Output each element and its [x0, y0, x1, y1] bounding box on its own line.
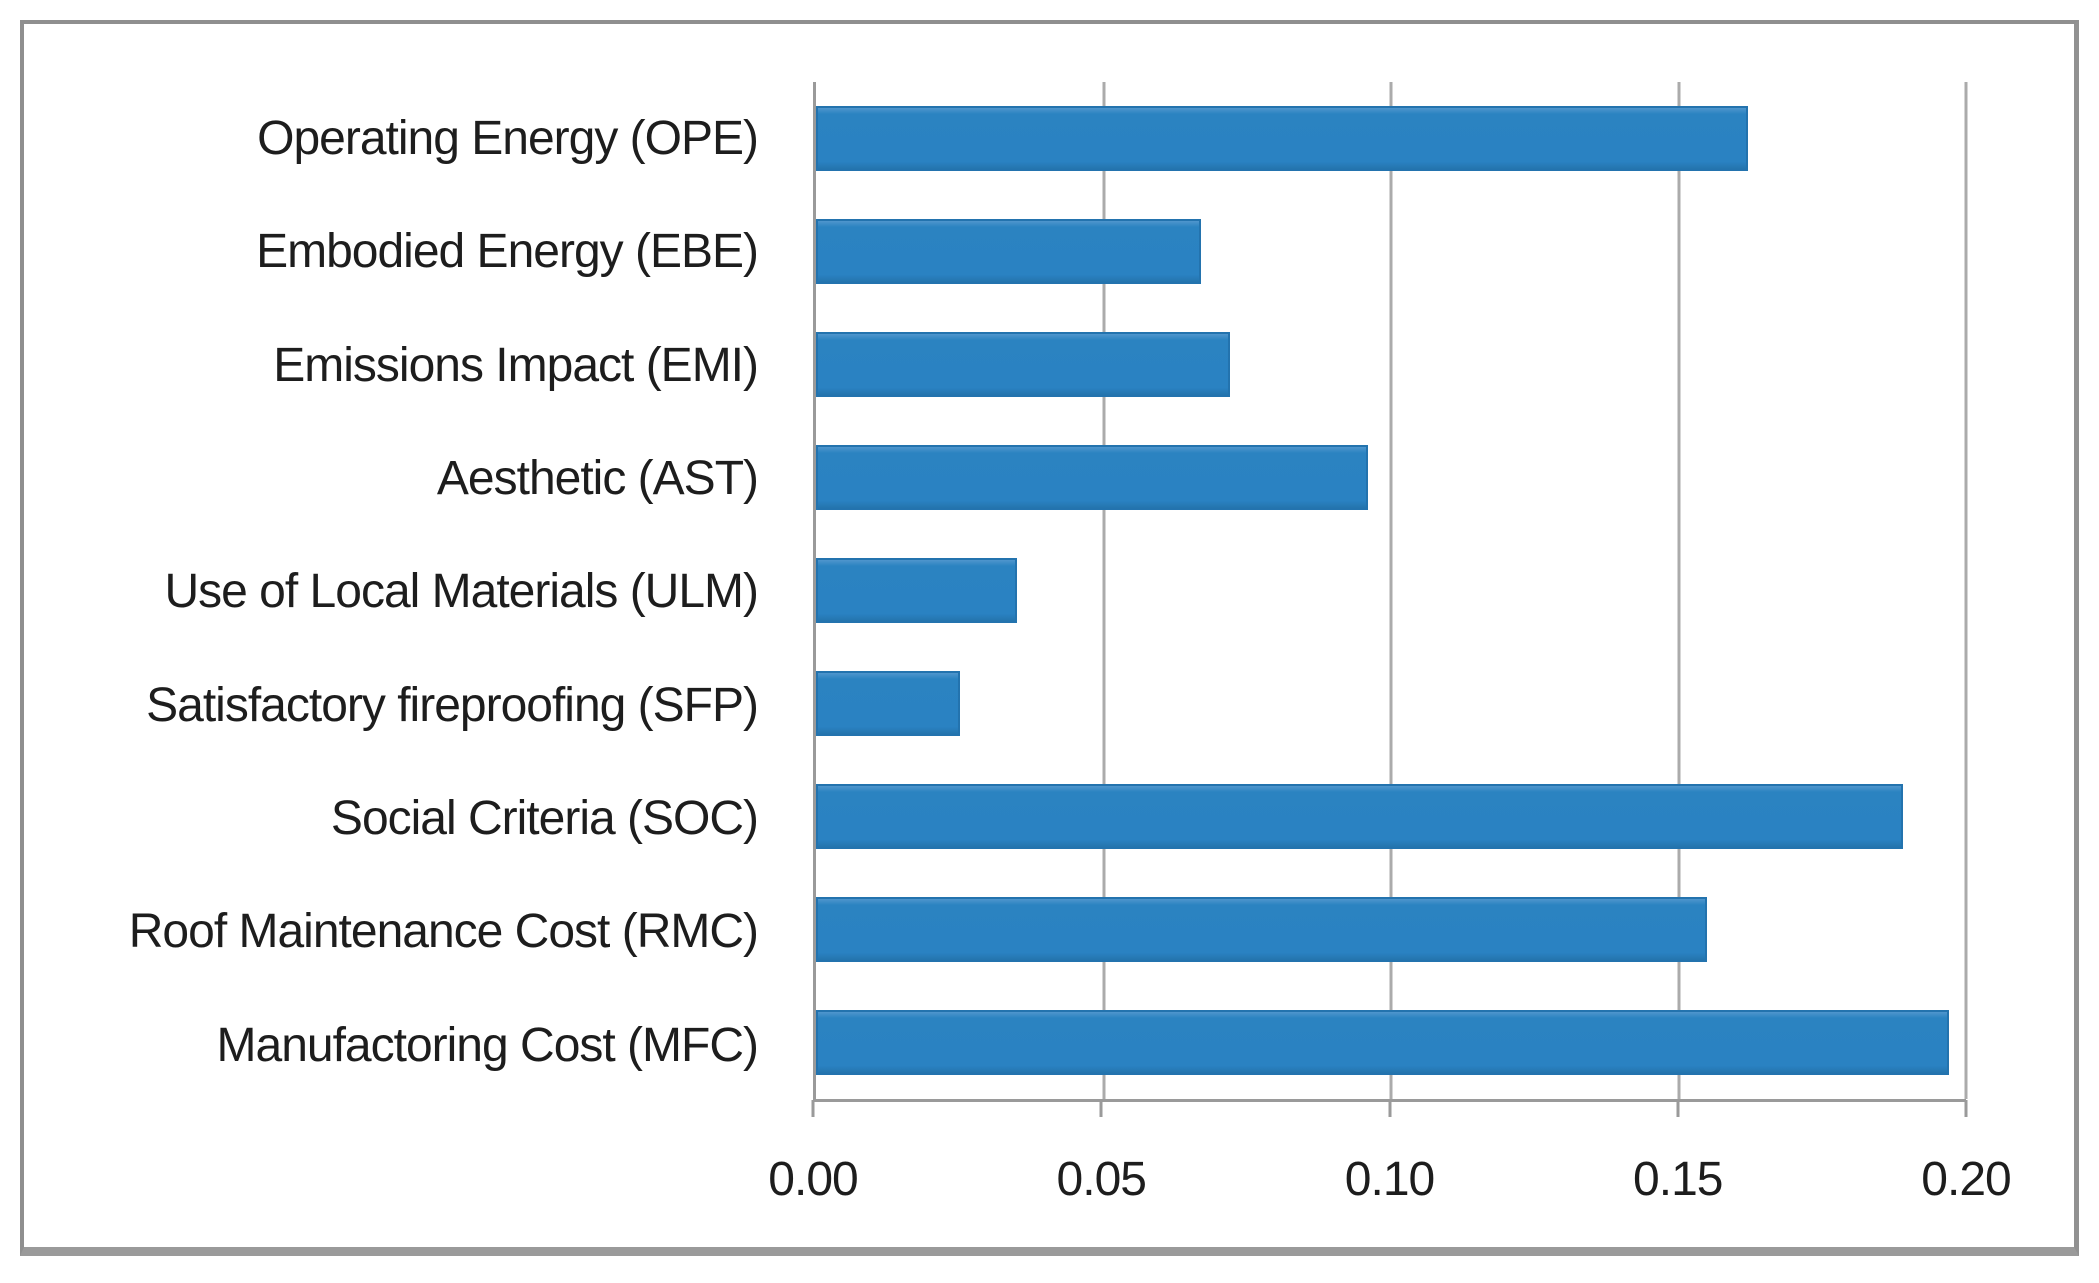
category-label: Roof Maintenance Cost (RMC): [128, 905, 759, 959]
bar-row: [816, 647, 1966, 760]
category-label: Satisfactory fireproofing (SFP): [146, 678, 759, 732]
category-label-row: Embodied Energy (EBE): [30, 195, 759, 308]
category-label-row: Manufactoring Cost (MFC): [30, 989, 759, 1102]
category-label: Manufactoring Cost (MFC): [216, 1018, 759, 1072]
category-label: Social Criteria (SOC): [330, 792, 759, 846]
category-label: Aesthetic (AST): [436, 452, 759, 506]
category-label: Use of Local Materials (ULM): [164, 565, 759, 619]
category-label-row: Roof Maintenance Cost (RMC): [30, 875, 759, 988]
bar-row: [816, 82, 1966, 195]
gridline-x-0.10: [1389, 82, 1393, 1099]
bar-row: [816, 195, 1966, 308]
x-tick-label: 0.00: [768, 1153, 858, 1206]
x-tick-label: 0.20: [1921, 1153, 2011, 1206]
bar-row: [816, 873, 1966, 986]
bar-mfc: [816, 1010, 1949, 1075]
category-label: Operating Energy (OPE): [257, 112, 759, 166]
category-axis-labels: Operating Energy (OPE) Embodied Energy (E…: [30, 82, 759, 1102]
category-label-row: Operating Energy (OPE): [30, 82, 759, 195]
bar-ulm: [816, 558, 1018, 623]
bar-ast: [816, 445, 1368, 510]
x-tick-label: 0.15: [1633, 1153, 1723, 1206]
category-label-row: Emissions Impact (EMI): [30, 309, 759, 422]
gridline-x-0.20: [1964, 82, 1968, 1099]
bar-row: [816, 986, 1966, 1099]
gridline-x-0.15: [1677, 82, 1680, 1099]
x-tick-label: 0.10: [1344, 1153, 1435, 1206]
category-label-row: Aesthetic (AST): [30, 422, 759, 535]
category-label-row: Use of Local Materials (ULM): [30, 535, 759, 648]
bar-emi: [816, 332, 1230, 397]
plot-area: [813, 82, 1968, 1102]
x-tick-mark: [1388, 1100, 1391, 1117]
bar-row: [816, 421, 1966, 534]
category-label: Emissions Impact (EMI): [273, 338, 759, 392]
bar-row: [816, 534, 1966, 647]
bar-soc: [816, 784, 1903, 849]
category-label-row: Satisfactory fireproofing (SFP): [30, 649, 759, 762]
x-tick-mark: [1964, 1100, 1968, 1117]
bar-row: [816, 760, 1966, 873]
category-label-row: Social Criteria (SOC): [30, 762, 759, 875]
x-tick-label: 0.05: [1056, 1153, 1147, 1206]
bar-row: [816, 308, 1966, 421]
x-tick-mark: [1676, 1100, 1680, 1117]
bar-ope: [816, 106, 1748, 171]
bar-rmc: [816, 897, 1708, 962]
category-label: Embodied Energy (EBE): [256, 225, 759, 279]
x-tick-mark: [1099, 1100, 1103, 1117]
bar-sfp: [816, 671, 960, 736]
gridline-x-0.05: [1102, 82, 1105, 1099]
x-tick-mark: [811, 1100, 815, 1117]
bar-ebe: [816, 219, 1202, 284]
